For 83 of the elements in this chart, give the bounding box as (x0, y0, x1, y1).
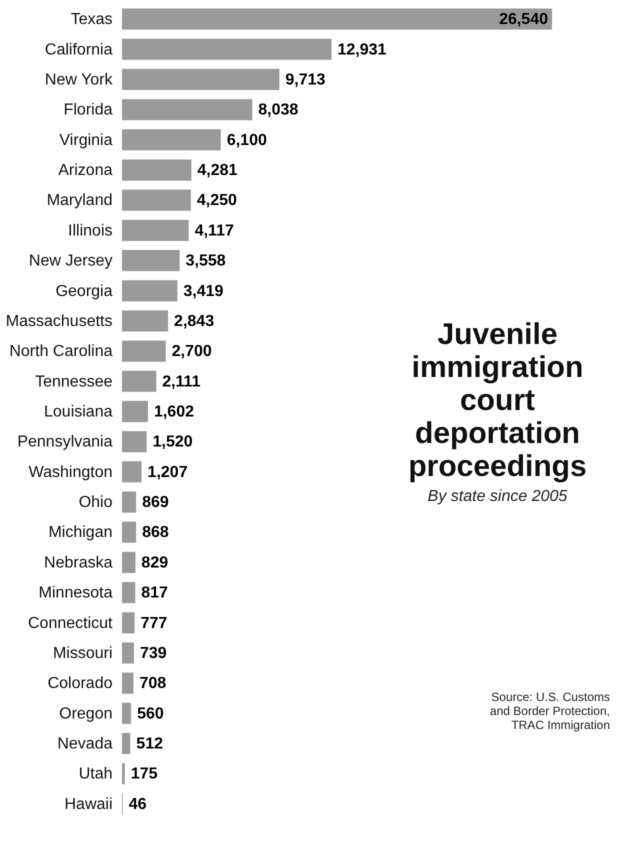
bar (122, 732, 130, 754)
y-tick-label: Georgia (56, 282, 113, 300)
y-tick-label: North Carolina (9, 343, 113, 360)
bar (122, 702, 132, 724)
y-tick-label: Oregon (59, 705, 112, 722)
data-label: 9,713 (285, 71, 326, 88)
text: Juvenile immigration court deportation proceedings (407, 318, 588, 483)
data-label: 12,931 (338, 41, 387, 58)
data-label: 739 (140, 644, 167, 662)
bar (122, 642, 134, 664)
y-tick-label: Missouri (52, 644, 112, 662)
bar (122, 250, 180, 272)
y-tick-label: Maryland (46, 192, 112, 210)
data-label: 6,100 (226, 132, 267, 149)
data-label: 1,602 (154, 404, 194, 420)
data-label: 2,111 (162, 373, 201, 390)
y-tick-label: Arizona (58, 162, 113, 180)
bar (122, 340, 166, 362)
y-tick-label: Utah (78, 766, 112, 783)
bar (122, 310, 168, 332)
data-label: 817 (141, 584, 168, 602)
bar (122, 491, 136, 513)
bar (122, 461, 142, 482)
y-tick-label: Nebraska (44, 554, 113, 572)
data-label: 829 (141, 554, 168, 572)
annotation: Source: U.S. Customs and Border Protection, TRAC Immigration (488, 690, 610, 732)
bar (122, 612, 135, 634)
data-label: 46 (128, 796, 147, 813)
bar (122, 280, 178, 302)
data-label: 868 (142, 524, 169, 542)
text: By state since 2005 (426, 488, 568, 506)
bar (122, 672, 134, 694)
bar (122, 582, 136, 604)
bar (122, 220, 189, 241)
bar (122, 38, 332, 60)
y-tick-label: Virginia (59, 132, 113, 149)
y-tick-label: Colorado (48, 675, 113, 692)
bar (122, 763, 125, 784)
data-label: 869 (142, 494, 169, 512)
y-tick-label: Hawaii (64, 796, 112, 813)
y-tick-label: Illinois (68, 222, 112, 240)
bar (122, 68, 280, 90)
y-tick-label: California (44, 41, 113, 58)
y-tick-label: Ohio (78, 494, 113, 512)
bar (122, 370, 156, 392)
data-label: 560 (137, 705, 164, 722)
data-label: 175 (130, 766, 158, 783)
y-tick-label: Connecticut (28, 614, 114, 632)
bar (122, 190, 191, 211)
data-label: 26,540 (499, 11, 548, 28)
bar (122, 99, 252, 120)
y-tick-label: Minnesota (38, 584, 113, 602)
data-label: 3,419 (183, 282, 224, 300)
y-tick-label: Washington (28, 464, 112, 481)
y-tick-label: Massachusetts (6, 312, 112, 330)
y-tick-label: Nevada (57, 736, 113, 753)
bar (122, 8, 552, 30)
data-label: 1,520 (152, 434, 193, 451)
y-tick-label: New York (44, 71, 114, 88)
bar (122, 159, 192, 181)
bar (122, 129, 221, 150)
bar (122, 431, 147, 452)
y-tick-label: Michigan (48, 524, 112, 542)
data-label: 708 (139, 675, 166, 692)
data-label: 777 (140, 614, 168, 632)
data-label: 2,843 (174, 312, 214, 330)
data-label: 4,250 (196, 192, 237, 210)
data-label: 512 (136, 736, 164, 753)
y-tick-label: Texas (70, 11, 112, 28)
data-label: 1,207 (148, 464, 188, 481)
y-tick-label: Tennessee (35, 373, 113, 390)
data-label: 2,700 (172, 343, 212, 360)
y-tick-label: Louisiana (44, 404, 113, 420)
y-tick-label: New Jersey (28, 252, 112, 270)
data-label: 4,117 (194, 222, 234, 240)
data-label: 4,281 (197, 162, 238, 180)
y-tick-label: Florida (64, 102, 113, 119)
bar (122, 400, 148, 422)
data-label: 8,038 (258, 102, 298, 119)
data-label: 3,558 (186, 252, 226, 270)
bar (122, 522, 136, 543)
bar (122, 552, 136, 573)
y-tick-label: Pennsylvania (17, 434, 113, 451)
